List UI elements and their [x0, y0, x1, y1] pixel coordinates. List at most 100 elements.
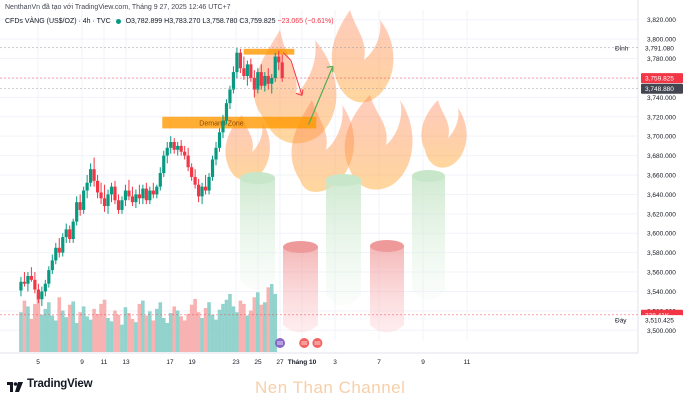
- price-tick-label: 3,720.000: [647, 114, 676, 121]
- candle-body: [214, 147, 218, 160]
- candle-body: [148, 190, 152, 201]
- volume-bar: [137, 303, 142, 352]
- price-tick-label: 3,560.000: [647, 270, 676, 277]
- candle-body: [123, 190, 128, 201]
- candle-body: [179, 145, 183, 152]
- candle-body: [238, 52, 242, 69]
- symbol-name[interactable]: CFDs VÀNG (US$/OZ) · 4h · TVC: [5, 18, 111, 25]
- volume-bar: [102, 299, 107, 352]
- volume-bar: [123, 307, 128, 352]
- candle-body: [151, 190, 155, 195]
- candle-body: [221, 120, 225, 133]
- candle-body: [245, 64, 249, 76]
- event-flag-icon[interactable]: [299, 338, 310, 348]
- candle-body: [165, 147, 169, 156]
- volume-bar: [182, 320, 187, 352]
- volume-bar: [269, 284, 274, 352]
- volume-bar: [26, 306, 30, 352]
- volume-bar: [60, 310, 65, 352]
- close-value: 3,759.825: [244, 18, 276, 25]
- cylinder-decoration: [370, 246, 404, 333]
- volume-bar: [238, 300, 243, 352]
- volume-bar: [266, 287, 271, 352]
- volume-bar: [172, 306, 177, 352]
- candle-body: [113, 186, 117, 201]
- flame-decoration: [331, 10, 394, 103]
- candle-body: [33, 279, 37, 290]
- price-tick-label: 3,800.000: [647, 37, 676, 44]
- volume-bar: [22, 300, 27, 352]
- volume-bar: [40, 314, 44, 352]
- candle-body: [26, 275, 30, 284]
- volume-bar: [43, 308, 48, 352]
- volume-bar: [81, 306, 86, 352]
- volume-bar: [50, 315, 55, 352]
- volume-bar: [120, 324, 124, 352]
- change-value: −23.065 (−0.61%): [277, 18, 334, 25]
- volume-bar: [67, 304, 72, 352]
- candle-body: [85, 182, 89, 191]
- candle-body: [106, 194, 110, 207]
- volume-bar: [127, 313, 131, 352]
- time-tick-label: Tháng 10: [288, 359, 317, 366]
- candle-body: [109, 186, 114, 195]
- candle-body: [64, 229, 68, 238]
- volume-bar: [144, 315, 149, 352]
- volume-bar: [256, 292, 260, 352]
- price-label-caption: Đỉnh: [615, 44, 629, 52]
- price-axis[interactable]: 3,500.0003,520.0003,540.0003,560.0003,58…: [647, 17, 676, 335]
- candle-body: [57, 247, 61, 253]
- volume-bar: [165, 322, 170, 352]
- volume-bar: [210, 314, 215, 352]
- cylinder-decoration: [370, 240, 404, 252]
- volume-bar: [151, 320, 156, 352]
- time-axis[interactable]: 5 9 11 13 17 19 23 25 27 Tháng 10 3 7 9 11: [36, 359, 471, 366]
- candle-body: [61, 237, 65, 253]
- candle-body: [19, 281, 23, 291]
- candle-body: [158, 173, 162, 187]
- event-flag-icon[interactable]: [275, 338, 285, 348]
- candle-body: [89, 169, 93, 183]
- candle-body: [102, 198, 107, 207]
- time-tick-label: 19: [188, 359, 196, 366]
- time-tick-label: 17: [166, 359, 174, 366]
- candle-body: [193, 176, 197, 185]
- candle-body: [29, 275, 33, 280]
- candle-body: [183, 151, 187, 156]
- time-tick-label: 11: [101, 359, 108, 366]
- flame-decoration: [225, 115, 270, 181]
- candle-body: [190, 167, 194, 177]
- time-tick-label: 27: [276, 359, 284, 366]
- candle-body: [249, 64, 253, 78]
- volume-bar: [245, 315, 250, 352]
- candle-body: [273, 56, 277, 78]
- up-arrow-head: [326, 65, 334, 73]
- price-tick-label: 3,500.000: [647, 328, 676, 335]
- candle-body: [95, 180, 100, 193]
- volume-bar: [259, 304, 264, 352]
- candle-body: [116, 200, 121, 210]
- candle-body: [256, 72, 260, 90]
- volume-bar: [95, 313, 100, 352]
- volume-bar: [78, 312, 82, 352]
- candle-body: [54, 247, 58, 261]
- volume-bar: [161, 318, 166, 352]
- candle-body: [200, 186, 204, 197]
- candle-body: [228, 89, 232, 104]
- event-flag-icon[interactable]: [312, 338, 323, 348]
- volume-bar: [186, 313, 190, 352]
- flame-decoration: [344, 95, 413, 190]
- cylinder-decoration: [326, 180, 361, 305]
- tradingview-logo[interactable]: TradingView: [7, 377, 93, 392]
- candle-body: [47, 270, 51, 284]
- candle-body: [242, 68, 246, 76]
- volume-bar: [47, 302, 51, 352]
- candle-body: [259, 72, 263, 86]
- volume-bar: [36, 293, 41, 352]
- volume-bar: [109, 321, 114, 352]
- time-tick-label: 25: [254, 359, 262, 366]
- flame-decoration: [421, 100, 467, 168]
- candle-body: [207, 176, 211, 191]
- low-label: L: [202, 18, 207, 25]
